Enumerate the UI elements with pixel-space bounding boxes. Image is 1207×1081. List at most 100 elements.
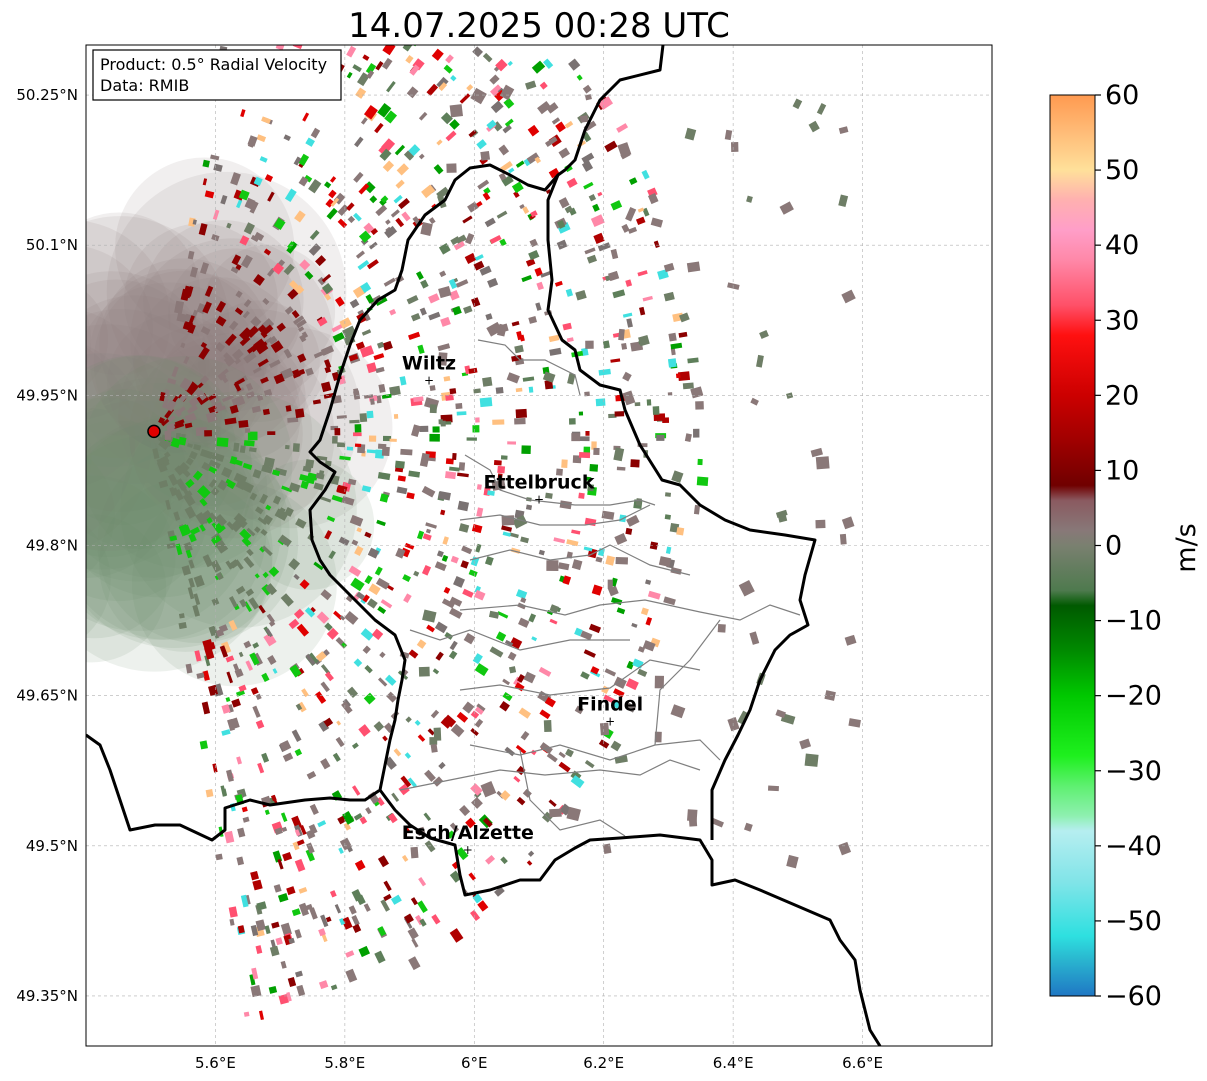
echo-pixel [612, 289, 626, 299]
echo-pixel [284, 188, 297, 203]
echo-pixel [309, 229, 320, 241]
echo-pixel [410, 846, 419, 859]
echo-pixel [210, 487, 220, 497]
echo-pixel [472, 653, 483, 665]
echo-pixel [440, 414, 453, 423]
echo-pixel [286, 886, 296, 896]
echo-pixel [625, 279, 633, 287]
echo-pixel [377, 855, 389, 868]
echo-pixel [263, 248, 272, 256]
echo-pixel [423, 812, 432, 821]
echo-pixel [224, 333, 237, 346]
echo-pixel [488, 610, 500, 619]
echo-pixel [229, 918, 235, 926]
echo-pixel [581, 347, 589, 357]
echo-pixel [495, 631, 507, 642]
echo-pixel [301, 688, 309, 698]
echo-pixel [497, 465, 506, 474]
echo-pixel [586, 254, 598, 264]
echo-pixel [199, 375, 209, 385]
echo-pixel [263, 457, 275, 468]
echo-pixel [374, 122, 384, 134]
echo-pixel [250, 316, 262, 328]
echo-pixel [283, 134, 291, 142]
echo-pixel [419, 307, 427, 316]
echo-pixel [187, 250, 195, 260]
echo-pixel [165, 499, 172, 510]
echo-pixel [249, 652, 260, 666]
echo-pixel [170, 437, 181, 449]
echo-pixel [356, 527, 362, 533]
echo-pixel [687, 357, 699, 364]
echo-pixel [375, 61, 384, 71]
echo-pixel [260, 528, 268, 536]
echo-pixel [156, 457, 165, 466]
echo-pixel [603, 694, 616, 704]
echo-pixel [515, 387, 523, 393]
echo-pixel [444, 632, 454, 640]
echo-pixel [497, 611, 509, 619]
echo-pixel [268, 335, 278, 345]
echo-pixel [197, 485, 211, 499]
echo-pixel [285, 31, 294, 39]
echo-field [86, 355, 237, 549]
echo-pixel [255, 506, 264, 515]
echo-pixel [394, 144, 406, 156]
echo-pixel [566, 177, 578, 188]
echo-pixel [564, 120, 574, 129]
echo-pixel [525, 80, 537, 90]
echo-pixel [242, 816, 250, 823]
echo-pixel [649, 541, 659, 550]
echo-pixel [509, 532, 519, 539]
map-area[interactable]: +Wiltz+Ettelbruck+Findel+Esch/Alzette [0, 0, 993, 1047]
echo-pixel [382, 735, 388, 742]
echo-pixel [256, 901, 267, 911]
echo-pixel [436, 76, 449, 90]
echo-pixel [183, 285, 193, 299]
echo-pixel [262, 297, 270, 305]
echo-pixel [377, 677, 388, 687]
echo-pixel [621, 223, 630, 233]
echo-pixel [255, 693, 262, 701]
echo-pixel [358, 945, 371, 958]
echo-pixel [181, 565, 192, 576]
echo-pixel [583, 649, 596, 658]
echo-pixel [608, 270, 620, 282]
echo-pixel [320, 18, 330, 26]
echo-pixel [610, 200, 623, 211]
echo-pixel [438, 490, 451, 501]
echo-pixel [391, 792, 400, 802]
echo-pixel [152, 448, 160, 460]
echo-pixel [482, 376, 493, 387]
echo-pixel [418, 666, 430, 677]
echo-pixel [429, 385, 436, 391]
echo-pixel [449, 822, 460, 833]
echo-pixel [658, 556, 672, 567]
echo-pixel [355, 87, 367, 99]
echo-pixel [580, 630, 593, 641]
echo-pixel [468, 872, 476, 881]
echo-pixel [546, 752, 558, 763]
echo-pixel [607, 579, 613, 589]
echo-pixel [257, 516, 268, 526]
echo-pixel [386, 81, 396, 93]
echo-pixel [231, 698, 241, 708]
echo-pixel [428, 293, 440, 304]
echo-pixel [347, 478, 357, 486]
echo-pixel [255, 719, 265, 730]
echo-pixel [710, 817, 724, 828]
echo-pixel [411, 938, 419, 948]
echo-pixel [477, 900, 489, 912]
echo-pixel [459, 805, 471, 817]
echo-pixel [556, 468, 563, 476]
echo-pixel [645, 616, 653, 626]
echo-pixel [474, 254, 484, 261]
echo-pixel [234, 358, 242, 365]
echo-pixel [443, 586, 451, 594]
echo-pixel [663, 596, 676, 606]
echo-field [183, 336, 306, 460]
echo-pixel [634, 402, 641, 407]
echo-pixel [613, 447, 625, 462]
echo-pixel [474, 706, 484, 715]
echo-field [201, 244, 336, 379]
